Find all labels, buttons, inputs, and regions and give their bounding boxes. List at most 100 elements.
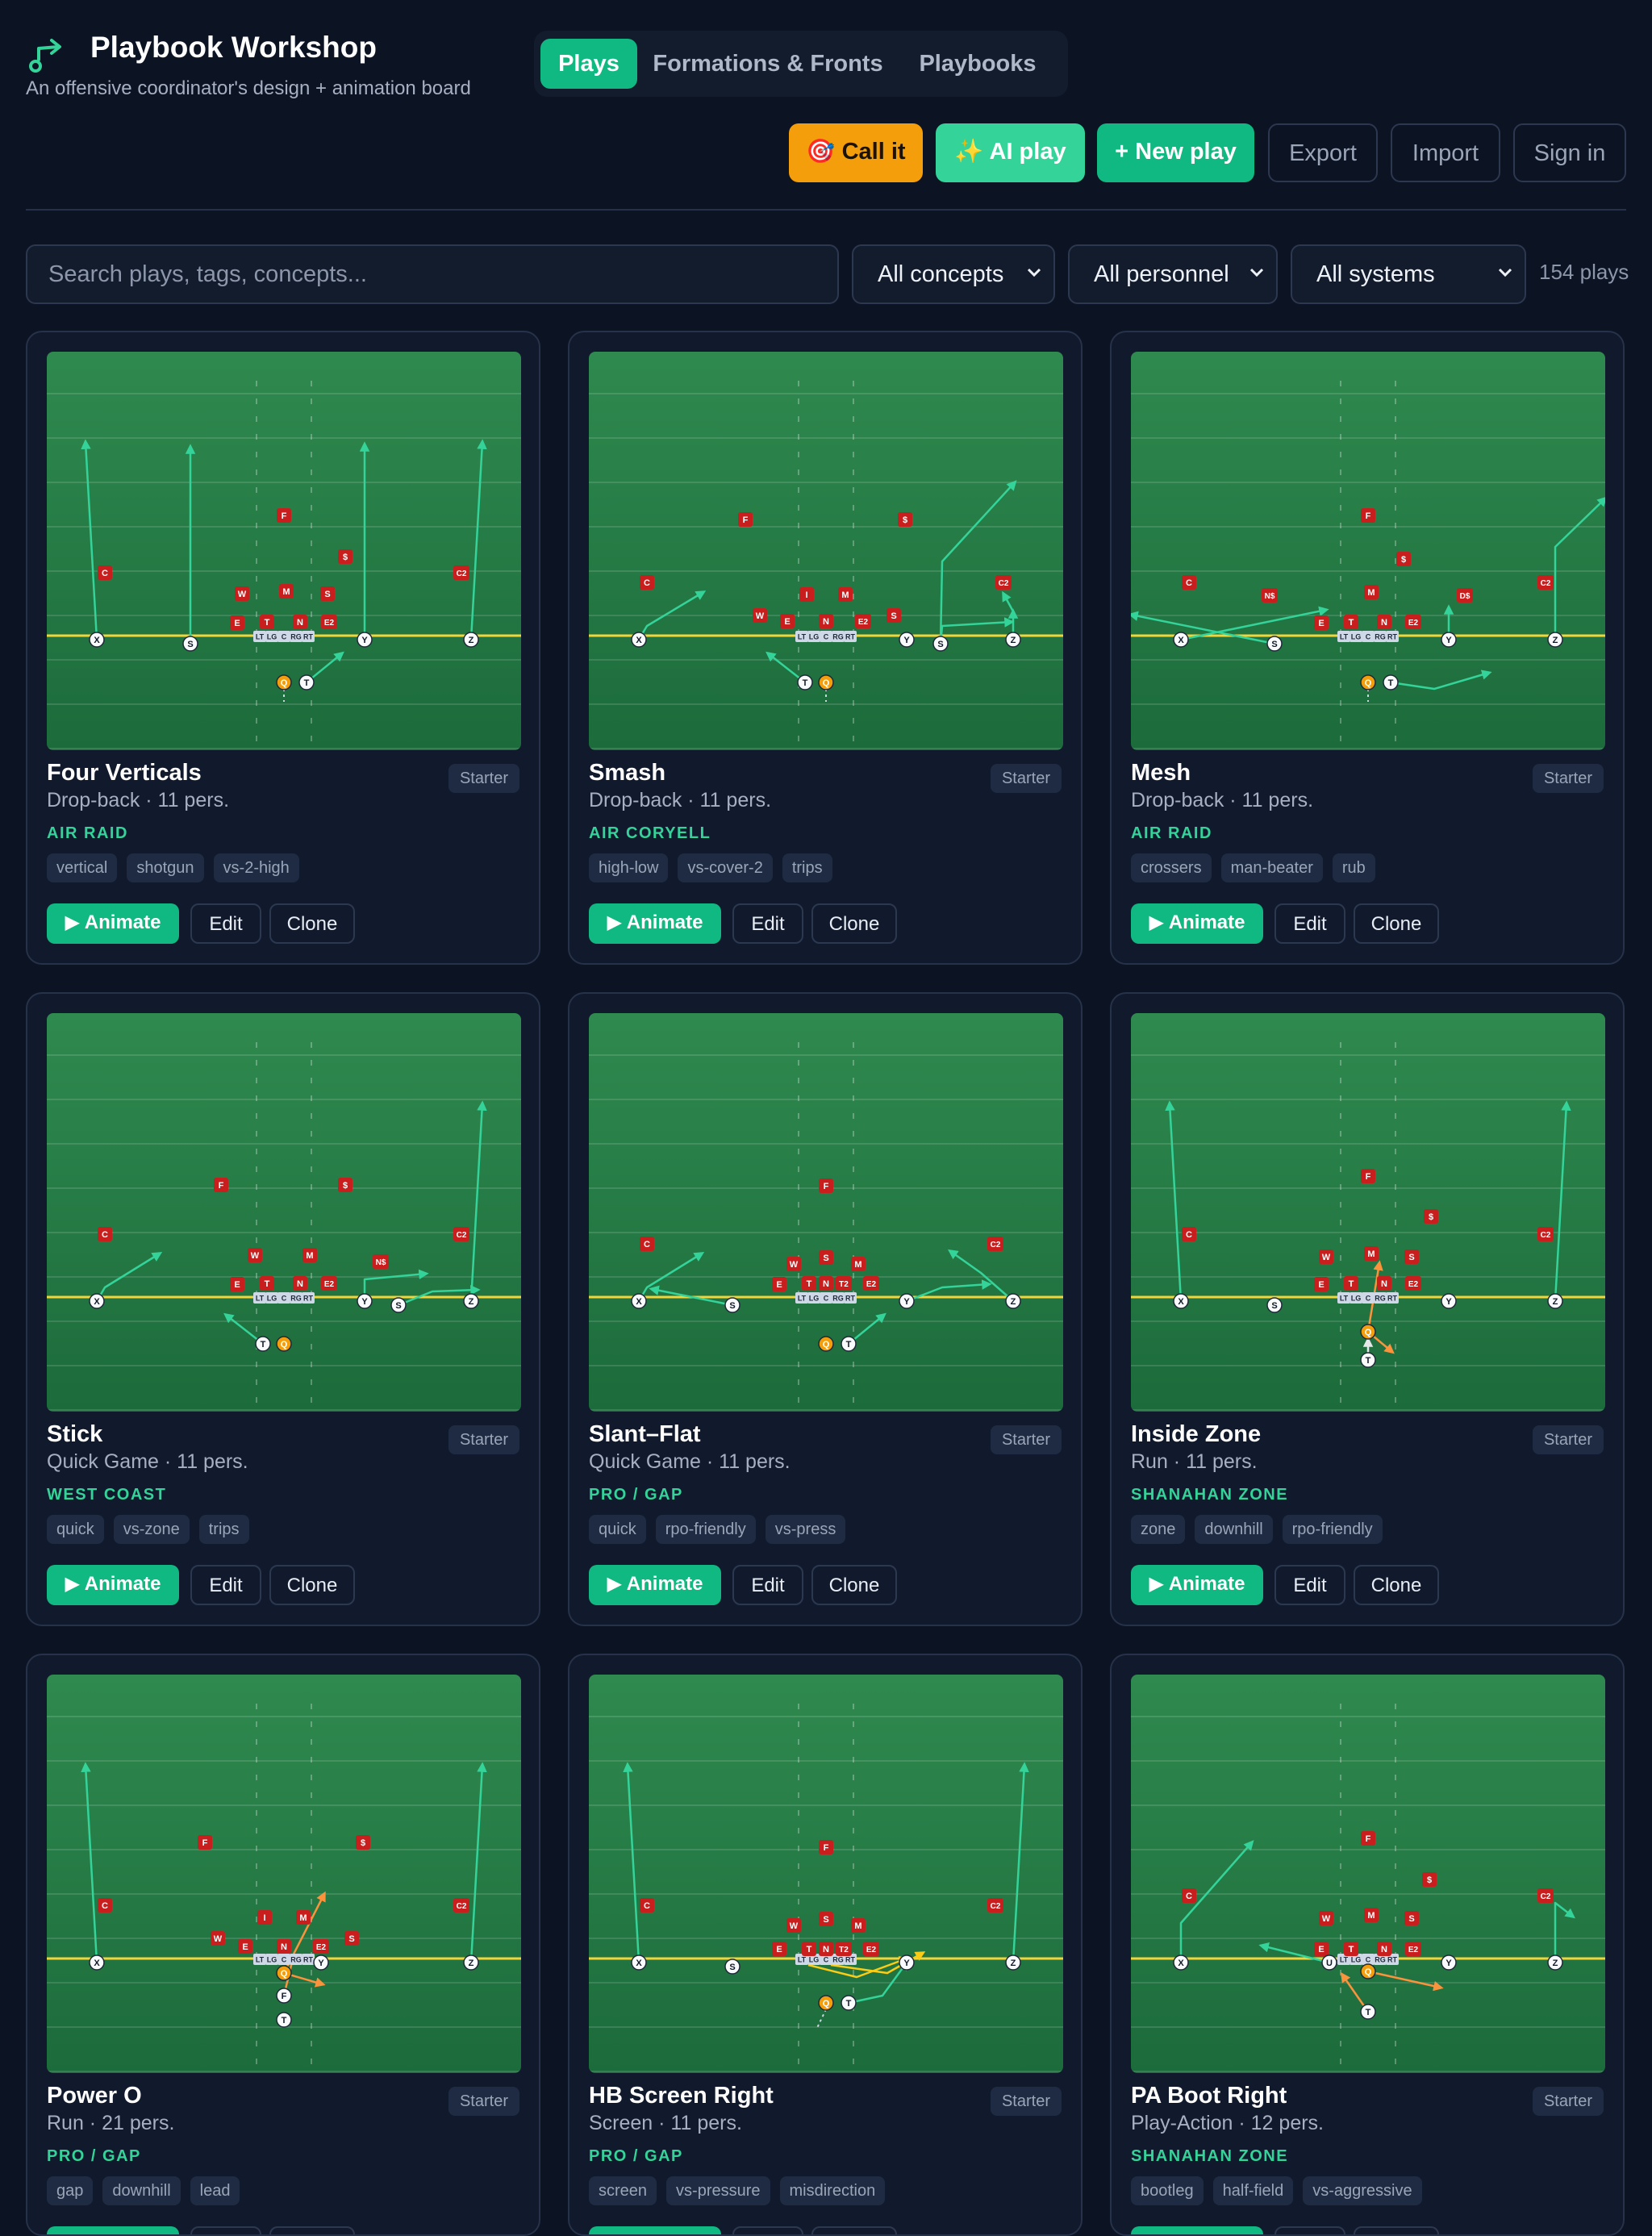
defender-marker — [772, 1942, 786, 1956]
lineman-label: LT — [798, 1956, 807, 1964]
tab-playbooks[interactable]: Playbooks — [919, 51, 1037, 77]
call-it-button[interactable]: 🎯 Call it — [789, 123, 923, 182]
animate-button[interactable]: ▶ Animate — [1131, 903, 1263, 944]
field-turf — [589, 1013, 1063, 1412]
play-diagram[interactable]: LT LG C RG RT F $ C C2 I M W E N E2 S X Y Z Q F T — [47, 1675, 521, 2073]
tag-chip[interactable]: high-low — [589, 853, 669, 882]
tag-chip[interactable]: downhill — [1195, 1515, 1273, 1544]
animate-button[interactable]: ▶ Animate — [1131, 2226, 1263, 2234]
sign-in-button[interactable]: Sign in — [1513, 123, 1626, 182]
animate-button[interactable]: ▶ Animate — [589, 1565, 721, 1605]
edit-button[interactable]: Edit — [1274, 1565, 1345, 1605]
play-diagram[interactable]: LT LG C RG RT F $ C C2 W M N$ E T N E2 X Y S Z T Q — [47, 1013, 521, 1412]
tag-chip[interactable]: vertical — [47, 853, 118, 882]
tag-chip[interactable]: rpo-friendly — [1282, 1515, 1383, 1544]
play-card[interactable]: LT LG C RG RT F C C2 W S M E T N T2 E2 X S Y Z Q T Slant–Flat S… — [568, 992, 1083, 1626]
play-card[interactable]: LT LG C RG RT F $ C C2 I M W E N E2 S X Y S Z T Q Smash Starter… — [568, 331, 1083, 965]
clone-button[interactable]: Clone — [811, 1565, 897, 1605]
tag-chip[interactable]: downhill — [102, 2176, 181, 2205]
defender-marker — [987, 1898, 1003, 1913]
play-diagram[interactable]: LT LG C RG RT F $ C C2 W M S E T N E2 X U Y Z Q T — [1131, 1675, 1605, 2073]
animate-button[interactable]: ▶ Animate — [47, 903, 179, 944]
animate-button[interactable]: ▶ Animate — [1131, 1565, 1263, 1605]
edit-button[interactable]: Edit — [732, 903, 803, 944]
tag-chip[interactable]: rpo-friendly — [655, 1515, 756, 1544]
tag-chip[interactable]: trips — [782, 853, 832, 882]
tag-chip[interactable]: man-beater — [1220, 853, 1323, 882]
defender-marker — [780, 614, 795, 628]
tag-chip[interactable]: trips — [198, 1515, 249, 1544]
play-card[interactable]: LT LG C RG RT F $ C C2 W M S E T N E2 X S Y Z Q T Four Vertica… — [26, 331, 540, 965]
lineman-marker — [832, 1954, 845, 1965]
edit-button[interactable]: Edit — [732, 2226, 803, 2234]
clone-button[interactable]: Clone — [269, 2226, 355, 2234]
play-card[interactable]: LT LG C RG RT F $ C C2 W M S E T N E2 X S Y Z Q T Inside Zone S… — [1110, 992, 1625, 1626]
play-diagram[interactable]: LT LG C RG RT F C C2 W S M E T N T2 E2 X S Y Z Q T — [589, 1675, 1063, 2073]
offense-marker — [932, 636, 949, 652]
play-diagram[interactable]: LT LG C RG RT F $ C C2 W M S E T N E2 X S Y Z Q T — [1131, 1013, 1605, 1412]
clone-button[interactable]: Clone — [811, 903, 897, 944]
edit-button[interactable]: Edit — [1274, 903, 1345, 944]
edit-button[interactable]: Edit — [190, 903, 261, 944]
tab-formations-fronts[interactable]: Formations & Fronts — [653, 51, 883, 77]
clone-button[interactable]: Clone — [811, 2226, 897, 2234]
tag-chip[interactable]: vs-aggressive — [1303, 2176, 1422, 2205]
animate-button[interactable]: ▶ Animate — [589, 2226, 721, 2234]
tag-chip[interactable]: vs-2-high — [213, 853, 299, 882]
tag-chip[interactable]: vs-press — [765, 1515, 846, 1544]
tag-chip[interactable]: vs-cover-2 — [678, 853, 773, 882]
tag-chip[interactable]: misdirection — [779, 2176, 886, 2205]
edit-button[interactable]: Edit — [1274, 2226, 1345, 2234]
tag-chip[interactable]: gap — [47, 2176, 94, 2205]
personnel-select[interactable]: All personnel — [1068, 244, 1278, 304]
play-diagram[interactable]: LT LG C RG RT F $ C C2 I M W E N E2 S X Y S Z T Q — [589, 352, 1063, 750]
lineman-marker — [1374, 1954, 1387, 1965]
tab-plays[interactable]: Plays — [540, 39, 637, 89]
defender-marker — [987, 1237, 1003, 1251]
new-play-button[interactable]: + New play — [1097, 123, 1254, 182]
play-diagram[interactable]: LT LG C RG RT F $ C C2 N$ M D$ E T N E2 X S Y Z Q T — [1131, 352, 1605, 750]
clone-button[interactable]: Clone — [1354, 1565, 1439, 1605]
tag-chip[interactable]: bootleg — [1131, 2176, 1204, 2205]
play-card[interactable]: LT LG C RG RT F $ C C2 N$ M D$ E T N E2 X S Y Z Q T Mesh Starte… — [1110, 331, 1625, 965]
defender-label: M — [1367, 1911, 1375, 1921]
clone-button[interactable]: Clone — [1354, 2226, 1439, 2234]
tag-chip[interactable]: rub — [1332, 853, 1375, 882]
tag-chip[interactable]: vs-zone — [113, 1515, 190, 1544]
animate-button[interactable]: ▶ Animate — [47, 1565, 179, 1605]
animate-button[interactable]: ▶ Animate — [589, 903, 721, 944]
tag-chip[interactable]: crossers — [1131, 853, 1212, 882]
main-tabs: Plays Formations & Fronts Playbooks — [534, 31, 1068, 97]
play-card[interactable]: LT LG C RG RT F $ C C2 W M S E T N E2 X U Y Z Q T PA Boot Righ… — [1110, 1654, 1625, 2236]
tag-chip[interactable]: vs-pressure — [666, 2176, 770, 2205]
play-diagram[interactable]: LT LG C RG RT F C C2 W S M E T N T2 E2 X S Y Z Q T — [589, 1013, 1063, 1412]
clone-button[interactable]: Clone — [269, 1565, 355, 1605]
defender-label: W — [790, 1260, 799, 1270]
clone-button[interactable]: Clone — [1354, 903, 1439, 944]
play-card[interactable]: LT LG C RG RT F $ C C2 I M W E N E2 S X Y Z Q F T Power O Start… — [26, 1654, 540, 2236]
tag-chip[interactable]: screen — [589, 2176, 657, 2205]
systems-select[interactable]: All systems — [1291, 244, 1526, 304]
clone-button[interactable]: Clone — [269, 903, 355, 944]
animate-button[interactable]: ▶ Animate — [47, 2226, 179, 2234]
tag-chip[interactable]: shotgun — [127, 853, 204, 882]
play-card[interactable]: LT LG C RG RT F $ C C2 W M N$ E T N E2 X Y S Z T Q Stick Starte… — [26, 992, 540, 1626]
defender-marker — [1364, 1908, 1379, 1922]
tag-chip[interactable]: half-field — [1212, 2176, 1294, 2205]
tag-chip[interactable]: lead — [190, 2176, 240, 2205]
offense-label: X — [1178, 636, 1184, 645]
tag-chip[interactable]: zone — [1131, 1515, 1186, 1544]
play-card[interactable]: LT LG C RG RT F C C2 W S M E T N T2 E2 X S Y Z Q T HB Screen R… — [568, 1654, 1083, 2236]
tag-chip[interactable]: quick — [589, 1515, 646, 1544]
search-input[interactable] — [26, 244, 839, 304]
tag-chip[interactable]: quick — [47, 1515, 104, 1544]
export-button[interactable]: Export — [1268, 123, 1378, 182]
edit-button[interactable]: Edit — [190, 1565, 261, 1605]
play-diagram[interactable]: LT LG C RG RT F $ C C2 W M S E T N E2 X S Y Z Q T — [47, 352, 521, 750]
concepts-select[interactable]: All concepts — [852, 244, 1055, 304]
edit-button[interactable]: Edit — [732, 1565, 803, 1605]
ai-play-button[interactable]: ✨ AI play — [936, 123, 1085, 182]
edit-button[interactable]: Edit — [190, 2226, 261, 2234]
route-line — [649, 1285, 733, 1307]
import-button[interactable]: Import — [1391, 123, 1500, 182]
